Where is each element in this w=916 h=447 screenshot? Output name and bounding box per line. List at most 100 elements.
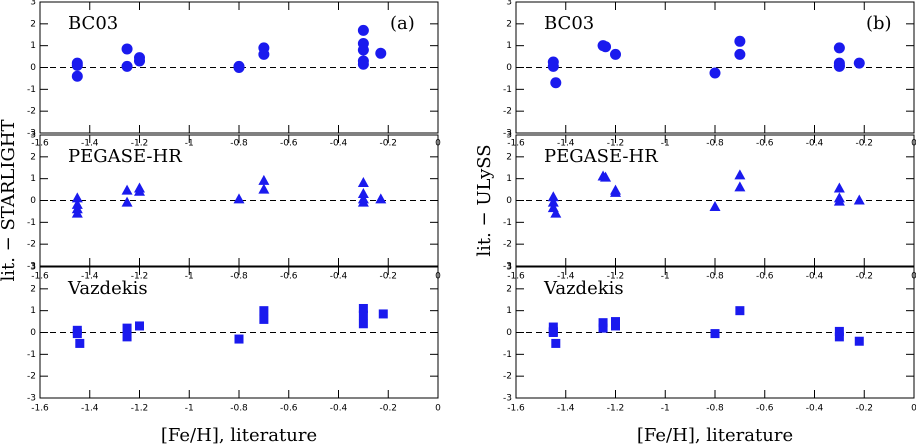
point [598,323,608,333]
x-tick-label: -0.8 [230,139,248,149]
y-tick-label: 2 [506,152,512,162]
point [547,196,559,207]
y-tick-label: -1 [503,218,512,228]
point [121,60,133,72]
x-tick-label: 0 [911,404,916,414]
x-tick-label: -0.6 [280,404,298,414]
point [378,309,388,319]
x-tick-label: -0.2 [379,404,397,414]
point [358,319,368,329]
panel-label: (b) [866,13,892,34]
x-tick-label: -1.6 [507,404,525,414]
point [833,59,845,71]
y-tick-label: 1 [506,306,512,316]
y-tick-label: -3 [503,394,512,404]
x-tick-label: -0.2 [855,139,873,149]
panel-title: PEGASE-HR [544,146,658,167]
point [258,174,270,185]
point [550,207,562,218]
point [75,338,85,348]
point [134,185,145,196]
point [734,181,746,192]
point [833,42,845,54]
x-tick-label: -0.8 [230,272,248,282]
point [611,321,620,331]
point [550,77,562,89]
y-tick-label: 3 [30,0,36,8]
point [358,310,368,320]
y-tick-label: 1 [30,174,36,184]
x-tick-label: -1 [185,404,194,414]
point [735,306,745,316]
x-axis-label: [Fe/H], literature [161,425,317,446]
point [600,41,612,53]
y-tick-label: -2 [503,107,512,117]
point [610,186,621,197]
point [375,193,387,204]
x-tick-label: -0.6 [280,139,298,149]
y-tick-label: 3 [30,131,36,141]
point [551,338,561,348]
point [734,48,746,60]
point [135,321,144,331]
y-tick-label: 2 [506,19,512,29]
x-tick-label: -0.6 [756,139,774,149]
point [357,196,369,207]
point [259,306,269,316]
point [121,196,133,207]
x-tick-label: -0.4 [806,404,824,414]
x-tick-label: -1.4 [557,272,575,282]
point [233,193,245,204]
y-tick-label: 1 [506,41,512,51]
point [71,59,83,71]
point [357,44,369,56]
y-tick-label: 0 [30,63,36,73]
x-tick-label: -1 [661,272,670,282]
y-tick-label: 1 [30,306,36,316]
x-tick-label: -1.4 [81,272,99,282]
y-tick-label: 1 [30,41,36,51]
x-tick-label: -1.2 [607,272,625,282]
x-tick-label: -1.2 [131,139,149,149]
point [548,328,558,337]
point [853,57,865,69]
point [734,169,746,180]
panel-title: BC03 [544,13,594,34]
y-tick-label: 0 [506,328,512,338]
y-tick-label: 2 [506,284,512,294]
x-tick-label: -0.8 [706,139,724,149]
panel-title: PEGASE-HR [68,146,182,167]
x-tick-label: -1.4 [557,404,575,414]
point [357,58,369,70]
y-tick-label: -2 [27,240,36,250]
point [375,47,387,59]
y-tick-label: 0 [506,196,512,206]
y-tick-label: 0 [506,63,512,73]
x-tick-label: -1.2 [607,139,625,149]
x-tick-label: -1.6 [31,404,49,414]
x-axis-label: [Fe/H], literature [637,425,793,446]
x-tick-label: -0.2 [379,139,397,149]
x-tick-label: -1.4 [81,404,99,414]
panel-title: BC03 [68,13,118,34]
point [121,184,133,195]
point [833,182,845,193]
y-tick-label: 3 [30,263,36,273]
point [709,67,721,79]
y-tick-label: -1 [503,85,512,95]
y-tick-label: 3 [506,263,512,273]
y-axis-label: lit. − STARLIGHT [0,119,19,281]
y-tick-label: 3 [506,131,512,141]
point [121,43,133,55]
point [259,314,269,324]
point [258,183,270,194]
point [853,194,865,205]
x-tick-label: 0 [435,404,441,414]
x-tick-label: -0.2 [379,272,397,282]
y-tick-label: 0 [30,196,36,206]
point [357,177,369,188]
panel-label: (a) [390,13,415,34]
point [610,48,621,60]
x-tick-label: -1 [185,272,194,282]
point [710,329,720,339]
